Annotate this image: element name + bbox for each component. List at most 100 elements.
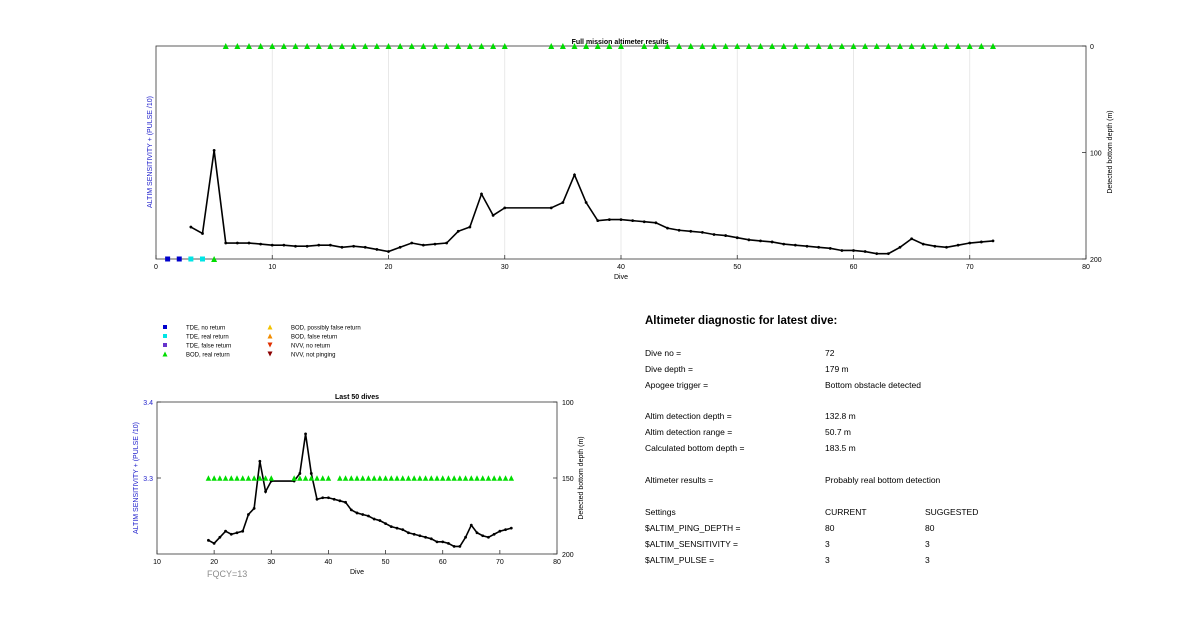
data-point — [395, 526, 399, 530]
x-tick-label: 30 — [501, 264, 509, 271]
data-point — [619, 218, 623, 221]
tde-real-return-marker — [188, 256, 194, 262]
bod-real-return-marker — [348, 475, 355, 481]
bod-real-return-marker — [205, 475, 212, 481]
data-point — [429, 537, 433, 541]
data-point — [875, 252, 879, 256]
bod-real-return-marker — [990, 43, 996, 49]
pulse-label: $ALTIM_PULSE = — [645, 555, 715, 565]
data-point — [447, 541, 450, 545]
data-point — [224, 529, 227, 533]
bod-real-return-marker — [262, 475, 269, 481]
data-point — [509, 526, 513, 530]
data-point — [410, 241, 414, 245]
bod-real-return-marker — [908, 43, 915, 49]
bod-real-return-marker — [943, 43, 950, 49]
data-point — [207, 538, 210, 542]
sensitivity-current: 3 — [825, 539, 830, 549]
bod-real-return-marker — [354, 475, 360, 481]
data-point — [189, 225, 193, 229]
data-point — [770, 240, 774, 244]
tde-no-return-marker — [165, 256, 171, 262]
bod-real-return-marker — [268, 475, 275, 481]
bod-real-return-marker — [377, 475, 383, 481]
data-point — [247, 513, 250, 516]
legend-triangle-icon — [267, 351, 273, 357]
data-point — [458, 545, 462, 548]
y-tick-label: 200 — [1090, 257, 1102, 264]
ping-depth-suggested: 80 — [925, 523, 935, 533]
bod-real-return-marker — [606, 43, 613, 49]
data-point — [852, 249, 855, 252]
data-point — [441, 540, 445, 544]
data-point — [327, 496, 330, 500]
data-point — [863, 250, 867, 253]
data-point — [352, 244, 356, 248]
bod-real-return-marker — [618, 43, 624, 49]
data-point — [338, 499, 342, 503]
bod-real-return-marker — [327, 43, 334, 49]
data-point — [412, 532, 416, 536]
data-point — [258, 459, 262, 463]
bod-real-return-marker — [548, 43, 555, 49]
legend-label: BOD, false return — [291, 335, 337, 341]
x-tick-label: 40 — [325, 559, 333, 566]
bod-real-return-marker — [676, 43, 683, 49]
x-tick-label: 10 — [268, 264, 276, 271]
bod-real-return-marker — [246, 43, 252, 49]
bod-real-return-marker — [359, 475, 366, 481]
legend-label: BOD, possibly false return — [291, 326, 361, 332]
detection-depth-label: Altim detection depth = — [645, 411, 732, 421]
ping-depth-current: 80 — [825, 523, 835, 533]
diagnostic-title: Altimeter diagnostic for latest dive: — [645, 315, 838, 327]
bod-real-return-marker — [280, 43, 287, 49]
bod-real-return-marker — [222, 43, 229, 49]
data-point — [421, 243, 425, 247]
x-tick-label: 30 — [267, 559, 275, 566]
data-point — [259, 242, 263, 246]
y-axis-label-left: ALTIM SENSITIVITY + (PULSE /10) — [133, 422, 140, 534]
data-point — [504, 528, 507, 532]
bod-real-return-marker — [342, 475, 349, 481]
data-point — [445, 241, 449, 245]
bod-real-return-marker — [257, 475, 263, 481]
data-point — [584, 201, 588, 204]
bod-real-return-marker — [594, 43, 601, 49]
bod-real-return-marker — [955, 43, 962, 49]
x-tick-label: 80 — [553, 559, 561, 566]
bod-real-return-marker — [411, 475, 417, 481]
bod-real-return-marker — [757, 43, 764, 49]
data-point — [418, 534, 422, 538]
bod-real-return-marker — [337, 475, 343, 481]
data-point — [224, 241, 228, 245]
apogee-trigger-value: Bottom obstacle detected — [825, 380, 921, 390]
data-point — [886, 252, 890, 256]
data-point — [607, 218, 611, 221]
data-point — [378, 519, 382, 522]
dive-depth-value: 179 m — [825, 364, 849, 374]
data-point — [305, 244, 309, 248]
data-point — [666, 226, 669, 230]
bod-real-return-marker — [466, 43, 473, 49]
bod-real-return-marker — [745, 43, 752, 49]
bod-real-return-marker — [408, 43, 415, 49]
x-tick-label: 20 — [210, 559, 218, 566]
bod-real-return-marker — [769, 43, 776, 49]
data-point — [491, 213, 495, 217]
data-point — [241, 529, 245, 533]
bod-real-return-marker — [699, 43, 706, 49]
data-point — [456, 229, 460, 233]
data-point — [433, 242, 437, 246]
bod-real-return-marker — [485, 475, 492, 481]
bod-real-return-marker — [319, 475, 326, 481]
bod-real-return-marker — [302, 475, 309, 481]
altimeter-results-label: Altimeter results = — [645, 475, 714, 485]
ping-depth-label: $ALTIM_PING_DEPTH = — [645, 523, 741, 533]
bod-real-return-marker — [420, 43, 427, 49]
data-point — [464, 535, 467, 539]
bod-real-return-marker — [234, 475, 240, 481]
bod-real-return-marker — [388, 475, 395, 481]
data-point — [840, 249, 844, 252]
data-point — [945, 245, 948, 249]
